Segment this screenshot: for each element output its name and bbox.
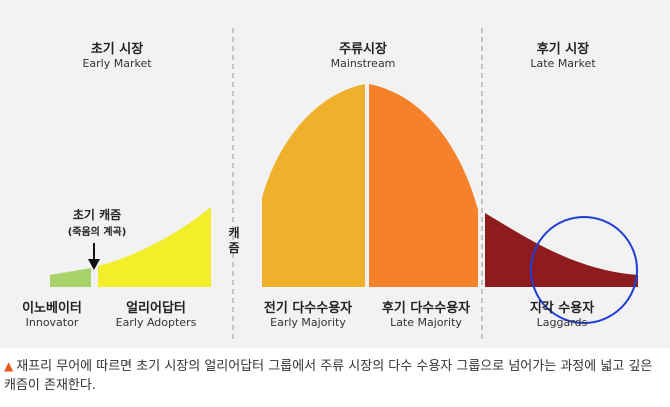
- early-adopters-area: [98, 207, 211, 287]
- group-laggards: 지각 수용자 Laggards: [530, 297, 594, 329]
- group-en-label: Early Majority: [270, 316, 346, 329]
- early-majority-area: [262, 84, 365, 287]
- segment-en-label: Late Market: [530, 57, 596, 70]
- laggards-highlight-circle: [530, 216, 638, 324]
- group-innovator: 이노베이터 Innovator: [22, 297, 82, 329]
- group-en-label: Innovator: [25, 316, 79, 329]
- segment-en-label: Mainstream: [330, 57, 396, 70]
- laggards-area: [485, 213, 638, 287]
- segment-early-market: 초기 시장 Early Market: [82, 38, 151, 70]
- group-ko-label: 지각 수용자: [529, 301, 595, 316]
- triangle-marker-icon: ▲: [4, 359, 14, 373]
- group-ko-label: 이노베이터: [22, 301, 82, 316]
- chasm-annotation: 초기 캐즘 (죽음의 계곡): [68, 206, 127, 238]
- innovators-area: [50, 268, 91, 287]
- group-ko-label: 얼리어답터: [126, 301, 186, 316]
- group-en-label: Laggards: [536, 316, 588, 329]
- group-en-label: Early Adopters: [115, 316, 197, 329]
- late-majority-area: [369, 84, 478, 287]
- group-early-majority: 전기 다수수용자 Early Majority: [264, 297, 352, 329]
- segment-ko-label: 후기 시장: [536, 42, 590, 57]
- chasm-arrow-head: [88, 259, 100, 270]
- group-early-adopters: 얼리어답터 Early Adopters: [116, 297, 197, 329]
- adoption-curve-diagram: [50, 28, 638, 340]
- segment-ko-label: 주류시장: [339, 42, 387, 57]
- chasm-vertical-char: 즘: [228, 241, 240, 255]
- caption-text: 재프리 무어에 따르면 초기 시장의 얼리어답터 그룹에서 주류 시장의 다수 …: [4, 359, 653, 393]
- segment-en-label: Early Market: [82, 57, 152, 70]
- chasm-vertical-char: 캐: [228, 226, 240, 240]
- group-ko-label: 후기 다수수용자: [381, 301, 471, 316]
- segment-late-market: 후기 시장 Late Market: [530, 38, 595, 70]
- group-en-label: Late Majority: [390, 316, 462, 329]
- segment-mainstream: 주류시장 Mainstream: [331, 38, 396, 70]
- group-ko-label: 전기 다수수용자: [263, 301, 353, 316]
- figure-caption: ▲ 재프리 무어에 따르면 초기 시장의 얼리어답터 그룹에서 주류 시장의 다수…: [4, 357, 668, 395]
- segment-ko-label: 초기 시장: [90, 42, 144, 57]
- chasm-subtitle: (죽음의 계곡): [67, 227, 127, 238]
- group-late-majority: 후기 다수수용자 Late Majority: [382, 297, 470, 329]
- chasm-title: 초기 캐즘: [72, 208, 122, 222]
- chasm-vertical-label: 캐 즘: [227, 226, 241, 256]
